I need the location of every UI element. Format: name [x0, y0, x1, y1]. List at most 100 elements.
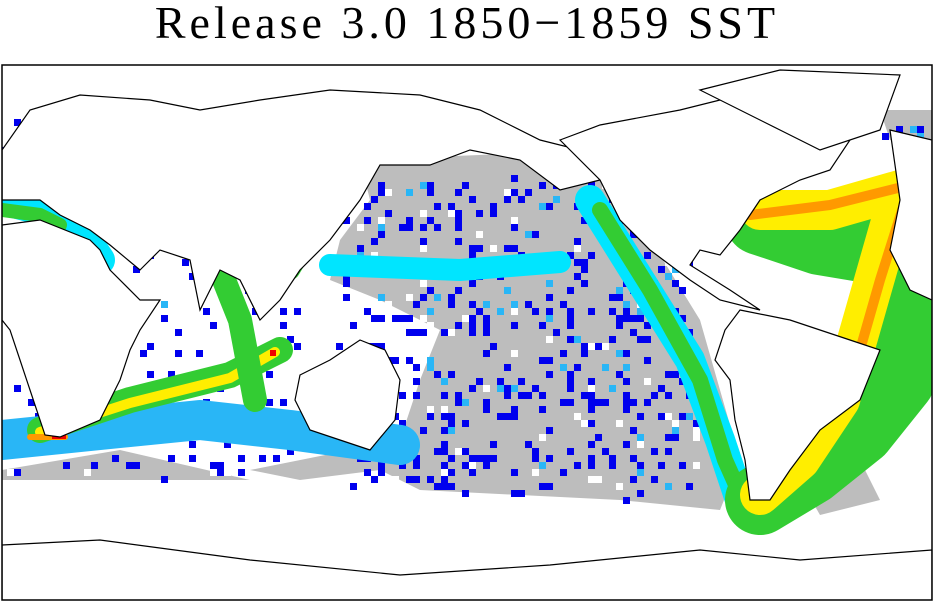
- coverage-cell: [693, 462, 700, 469]
- coverage-cell: [546, 280, 553, 287]
- coverage-cell: [420, 238, 427, 245]
- coverage-cell: [441, 413, 448, 420]
- coverage-cell: [623, 364, 630, 371]
- coverage-cell: [560, 350, 567, 357]
- coverage-cell: [427, 357, 434, 364]
- coverage-cell: [567, 252, 574, 259]
- coverage-cell: [567, 287, 574, 294]
- coverage-cell: [567, 371, 574, 378]
- coverage-cell: [448, 420, 455, 427]
- coverage-cell: [399, 462, 406, 469]
- coverage-cell: [238, 469, 245, 476]
- coverage-cell: [532, 385, 539, 392]
- coverage-cell: [546, 371, 553, 378]
- coverage-cell: [623, 399, 630, 406]
- coverage-cell: [378, 469, 385, 476]
- coverage-cell: [693, 420, 700, 427]
- coverage-cell: [623, 378, 630, 385]
- coverage-cell: [616, 315, 623, 322]
- coverage-cell: [539, 434, 546, 441]
- coverage-cell: [588, 441, 595, 448]
- coverage-cell: [574, 462, 581, 469]
- coverage-cell: [462, 315, 469, 322]
- coverage-cell: [567, 315, 574, 322]
- coverage-cell: [511, 490, 518, 497]
- coverage-cell: [644, 357, 651, 364]
- coverage-cell: [343, 217, 350, 224]
- coverage-cell: [532, 308, 539, 315]
- coverage-cell: [525, 301, 532, 308]
- coverage-cell: [651, 448, 658, 455]
- coverage-cell: [455, 210, 462, 217]
- coverage-cell: [644, 378, 651, 385]
- coverage-cell: [427, 217, 434, 224]
- coverage-cell: [588, 343, 595, 350]
- coverage-cell: [504, 287, 511, 294]
- coverage-cell: [91, 462, 98, 469]
- coverage-cell: [546, 427, 553, 434]
- coverage-cell: [525, 441, 532, 448]
- coverage-cell: [630, 455, 637, 462]
- coverage-cell: [364, 203, 371, 210]
- coverage-cell: [609, 294, 616, 301]
- coverage-cell: [385, 189, 392, 196]
- coverage-cell: [448, 301, 455, 308]
- coverage-cell: [406, 294, 413, 301]
- coverage-cell: [672, 427, 679, 434]
- coverage-cell: [581, 343, 588, 350]
- coverage-cell: [504, 413, 511, 420]
- coverage-cell: [602, 343, 609, 350]
- coverage-cell: [175, 329, 182, 336]
- coverage-cell: [525, 392, 532, 399]
- coverage-cell: [448, 483, 455, 490]
- coverage-cell: [455, 399, 462, 406]
- coverage-cell: [455, 392, 462, 399]
- coverage-cell: [553, 196, 560, 203]
- coverage-cell: [280, 322, 287, 329]
- coverage-cell: [420, 224, 427, 231]
- coverage-cell: [483, 301, 490, 308]
- coverage-cell: [210, 336, 217, 343]
- coverage-cell: [462, 399, 469, 406]
- coverage-cell: [413, 462, 420, 469]
- coverage-cell: [525, 189, 532, 196]
- coverage-cell: [539, 406, 546, 413]
- coverage-cell: [588, 420, 595, 427]
- coverage-cell: [378, 315, 385, 322]
- coverage-cell: [147, 343, 154, 350]
- coverage-cell: [336, 343, 343, 350]
- coverage-cell: [210, 469, 217, 476]
- coverage-cell: [364, 308, 371, 315]
- coverage-cell: [434, 224, 441, 231]
- coverage-cell: [427, 497, 434, 504]
- coverage-cell: [392, 357, 399, 364]
- coverage-cell: [441, 406, 448, 413]
- coverage-cell: [539, 322, 546, 329]
- coverage-cell: [630, 329, 637, 336]
- coverage-cell: [427, 287, 434, 294]
- coverage-cell: [574, 273, 581, 280]
- coverage-cell: [371, 238, 378, 245]
- coverage-cell: [637, 336, 644, 343]
- coverage-cell: [392, 476, 399, 483]
- coverage-cell: [567, 322, 574, 329]
- coverage-cell: [189, 455, 196, 462]
- antarctica: [2, 539, 932, 600]
- coverage-cell: [518, 378, 525, 385]
- coverage-cell: [168, 455, 175, 462]
- coverage-cell: [693, 434, 700, 441]
- coverage-cell: [434, 371, 441, 378]
- coverage-cell: [581, 420, 588, 427]
- coverage-cell: [511, 413, 518, 420]
- coverage-cell: [910, 126, 917, 133]
- coverage-cell: [259, 448, 266, 455]
- coverage-cell: [630, 427, 637, 434]
- coverage-cell: [133, 266, 140, 273]
- coverage-cell: [588, 308, 595, 315]
- coverage-cell: [574, 238, 581, 245]
- coverage-cell: [483, 315, 490, 322]
- coverage-cell: [511, 350, 518, 357]
- coverage-cell: [637, 490, 644, 497]
- coverage-cell: [574, 245, 581, 252]
- coverage-cell: [546, 357, 553, 364]
